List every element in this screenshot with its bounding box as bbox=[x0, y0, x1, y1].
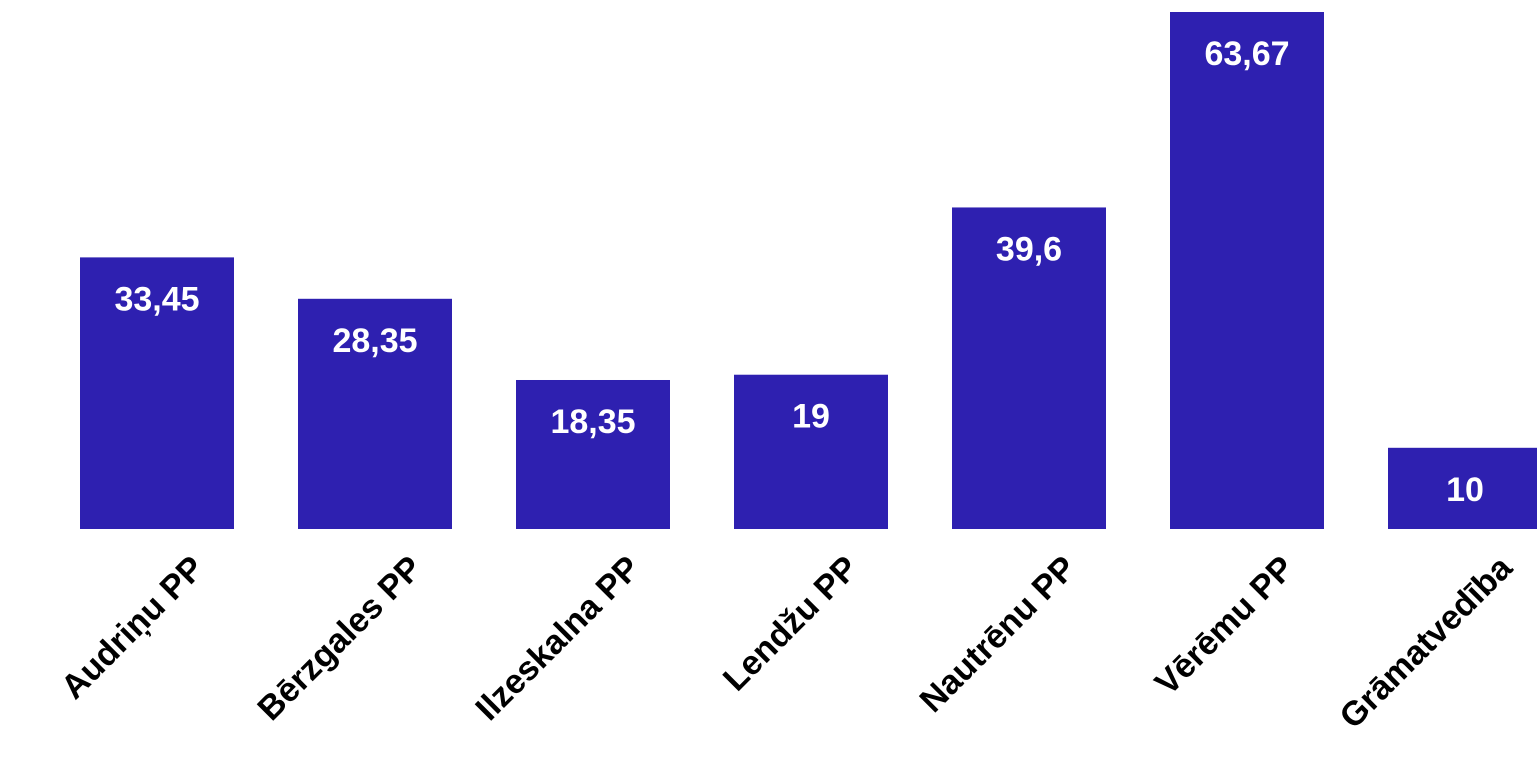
bar bbox=[952, 207, 1106, 529]
x-tick-label: Bērzgales PP bbox=[250, 549, 429, 728]
x-tick-label: Nautrēnu PP bbox=[912, 549, 1083, 720]
x-tick-label: Grāmatvedība bbox=[1332, 548, 1520, 736]
bar-value-label: 28,35 bbox=[332, 322, 417, 360]
x-tick-label: Vērēmu PP bbox=[1148, 549, 1302, 703]
value-labels-group: 33,45 28,35 18,35 19 39,6 63,67 10 bbox=[114, 35, 1483, 509]
x-tick-label: Lendžu PP bbox=[716, 549, 866, 699]
bar bbox=[1170, 12, 1324, 529]
bars-group bbox=[80, 12, 1537, 529]
bar bbox=[298, 298, 452, 529]
bar-value-label: 63,67 bbox=[1204, 35, 1289, 73]
bar-value-label: 19 bbox=[792, 398, 830, 436]
bar-value-label: 18,35 bbox=[550, 403, 635, 441]
bar-value-label: 39,6 bbox=[996, 230, 1062, 268]
bar bbox=[734, 374, 888, 529]
x-tick-labels-group: Audriņu PP Bērzgales PP Ilzeskalna PP Lendž… bbox=[54, 548, 1521, 736]
bar bbox=[516, 379, 670, 529]
x-tick-label: Audriņu PP bbox=[54, 549, 212, 707]
x-tick-label: Ilzeskalna PP bbox=[468, 549, 647, 728]
bar bbox=[80, 257, 234, 529]
bar-value-label: 33,45 bbox=[114, 280, 199, 318]
bar-value-label: 10 bbox=[1446, 471, 1484, 509]
bar bbox=[1388, 447, 1537, 529]
